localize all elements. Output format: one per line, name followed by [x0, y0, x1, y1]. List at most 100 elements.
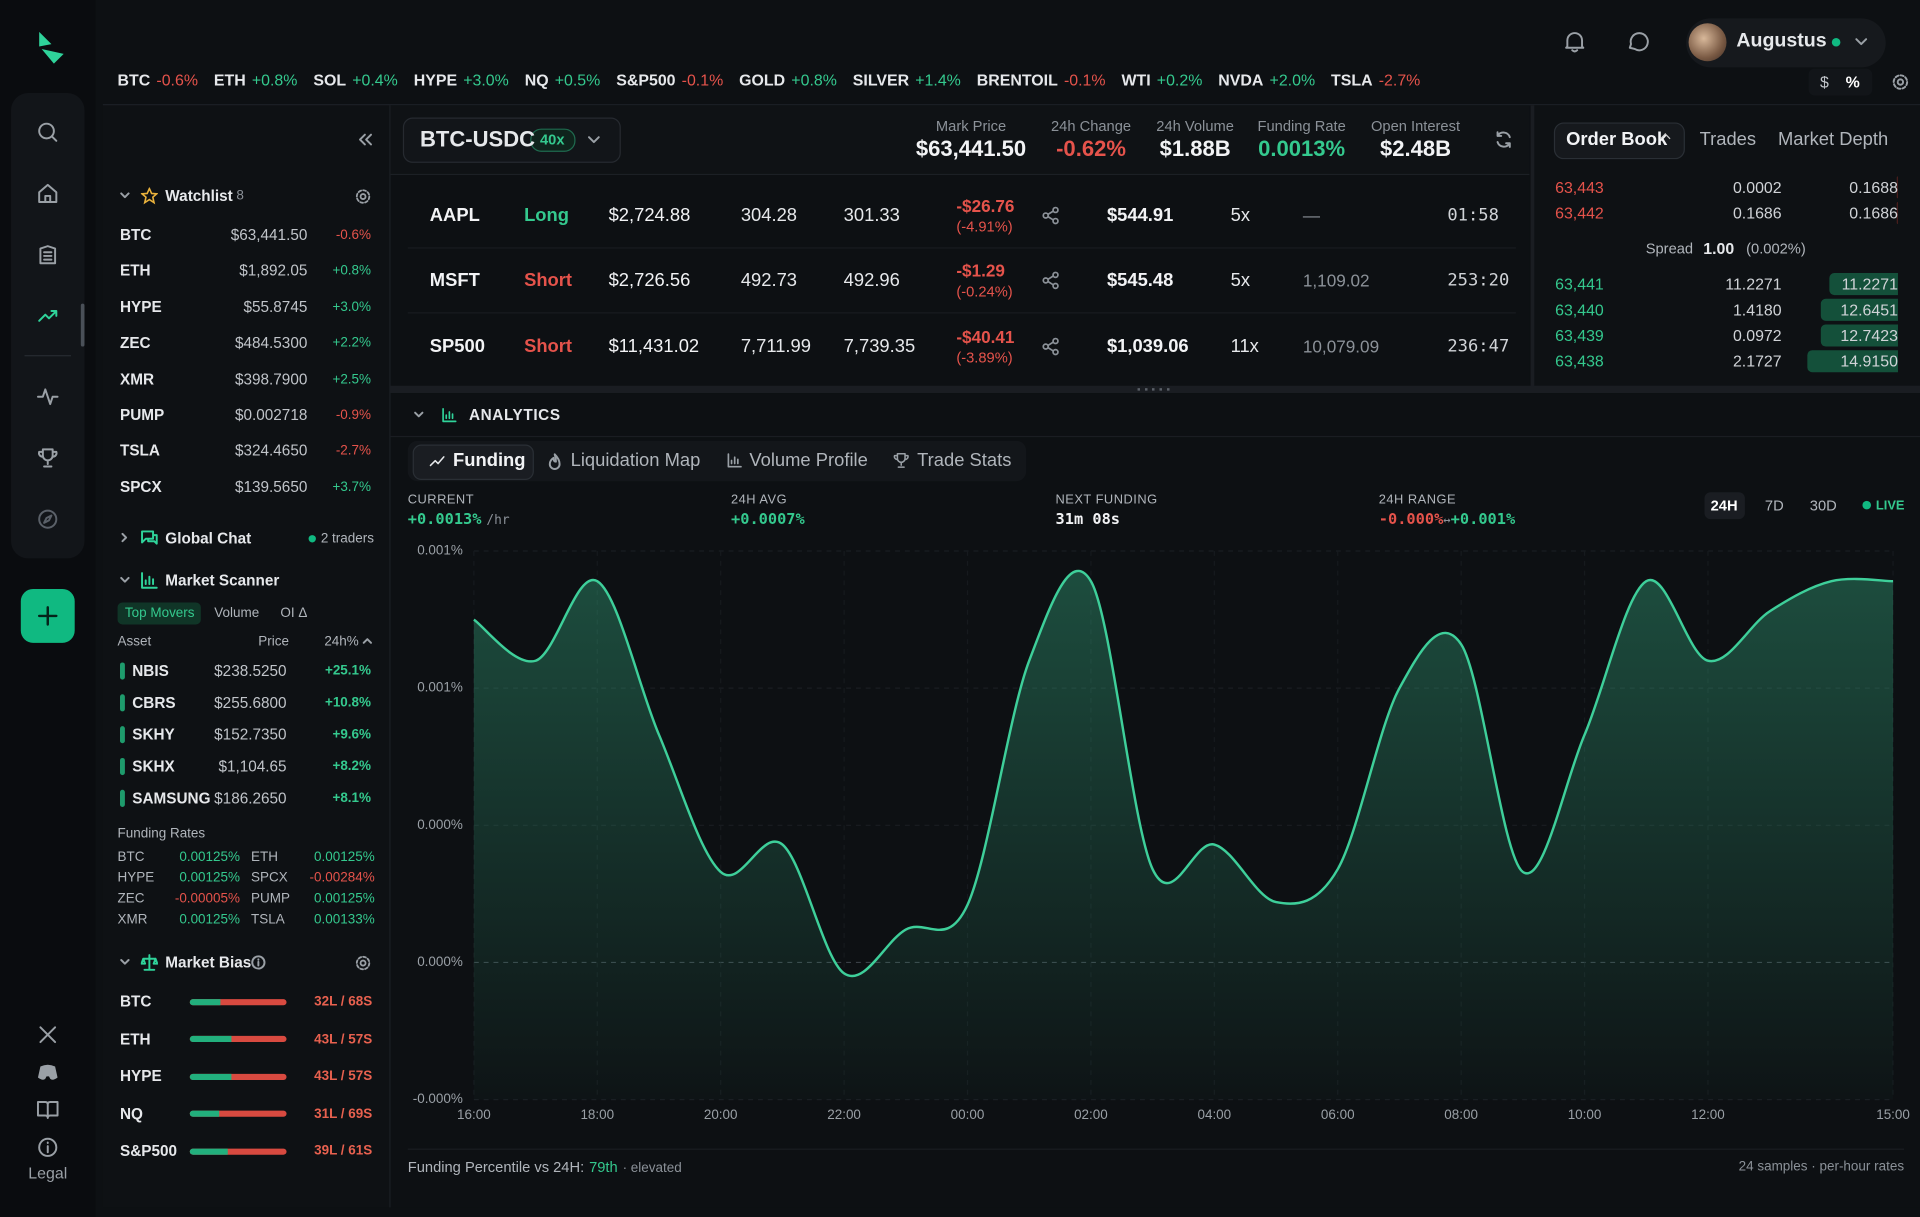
watch-symbol[interactable]: XMR: [120, 370, 155, 388]
icon-part: [588, 136, 600, 144]
watchlist-settings[interactable]: [355, 189, 371, 205]
orderbook-tab-active[interactable]: [1553, 122, 1685, 160]
watchlist-chevron[interactable]: [119, 190, 131, 202]
watch-symbol[interactable]: SPCX: [120, 478, 162, 496]
share-button[interactable]: [1041, 336, 1061, 356]
legal-link[interactable]: Legal: [28, 1163, 68, 1183]
rate-value: -0.00284%: [309, 870, 375, 886]
analytics-tab[interactable]: Funding: [453, 450, 526, 471]
ticker[interactable]: SILVER +1.4%: [853, 71, 961, 89]
icon-part: [36, 1101, 59, 1119]
chat-title[interactable]: Global Chat: [165, 530, 252, 548]
ticker[interactable]: TSLA -2.7%: [1331, 71, 1420, 89]
analytics-tab[interactable]: Volume Profile: [749, 450, 868, 471]
rate-value: -0.00005%: [174, 891, 241, 907]
scanner-symbol[interactable]: SKHX: [132, 757, 175, 776]
scanner-chevron[interactable]: [119, 574, 131, 586]
settings-icon[interactable]: [1892, 73, 1909, 90]
range-button[interactable]: 7D: [1764, 497, 1784, 515]
position-lev: 11x: [1230, 335, 1259, 357]
leverage-badge[interactable]: [530, 128, 576, 152]
x-icon[interactable]: [38, 1025, 58, 1045]
orderbook-tab[interactable]: Trades: [1699, 129, 1757, 151]
compass-icon[interactable]: [37, 508, 59, 530]
scanner-tab-active[interactable]: [117, 602, 201, 625]
ticker-change: -2.7%: [1378, 71, 1421, 90]
rate-asset: PUMP: [251, 891, 290, 907]
analytics-stat-label: 24H RANGE: [1378, 492, 1457, 507]
bias-settings[interactable]: [355, 955, 371, 971]
watch-symbol[interactable]: PUMP: [120, 406, 165, 424]
orderbook-tab[interactable]: Market Depth: [1777, 129, 1889, 151]
ticker[interactable]: HYPE +3.0%: [414, 71, 509, 89]
building-icon[interactable]: [37, 244, 59, 266]
share-button[interactable]: [1041, 206, 1061, 226]
analytics-header-line: [390, 435, 1920, 438]
watch-symbol[interactable]: HYPE: [120, 298, 162, 316]
funding-tab-active[interactable]: [412, 444, 534, 481]
pair-selector[interactable]: [402, 117, 621, 163]
watch-symbol[interactable]: TSLA: [120, 442, 160, 460]
pair[interactable]: BTC-USDC: [420, 126, 536, 152]
analytics-tab[interactable]: Liquidation Map: [570, 450, 701, 471]
chat-chevron[interactable]: [119, 531, 131, 543]
watch-symbol[interactable]: ZEC: [120, 334, 151, 352]
info-icon[interactable]: [37, 1136, 59, 1158]
range-button[interactable]: 30D: [1809, 497, 1837, 515]
bias-long: [189, 1147, 228, 1155]
watch-symbol[interactable]: ETH: [120, 262, 151, 280]
bias-asset: NQ: [120, 1105, 143, 1123]
active-indicator: [80, 303, 85, 347]
scanner-symbol[interactable]: NBIS: [132, 662, 169, 680]
search-icon[interactable]: [37, 121, 59, 143]
ticker[interactable]: WTI +0.2%: [1121, 71, 1202, 89]
scanner-tab[interactable]: OI Δ: [280, 606, 308, 621]
docs-icon[interactable]: [36, 1100, 59, 1120]
analytics-tab[interactable]: Trade Stats: [917, 450, 1012, 471]
unit-toggle[interactable]: $: [1820, 72, 1829, 92]
position-size: $2,726.56: [608, 270, 691, 292]
scanner-tab[interactable]: Top Movers: [124, 606, 195, 621]
ticker-change: -0.6%: [156, 71, 198, 90]
funding-percentile: Funding Percentile vs 24H: 79th · elevated: [408, 1158, 682, 1175]
collapse-icon[interactable]: [356, 132, 373, 147]
bias-chevron[interactable]: [119, 956, 131, 968]
ticker[interactable]: NVDA +2.0%: [1218, 71, 1315, 89]
unit-toggle[interactable]: %: [1845, 72, 1860, 92]
ticker[interactable]: SOL +0.4%: [313, 71, 397, 89]
ticker[interactable]: GOLD +0.8%: [739, 71, 837, 89]
range-tab-active[interactable]: [1704, 492, 1745, 520]
watch-symbol[interactable]: BTC: [120, 226, 152, 244]
star-icon: [140, 187, 158, 205]
ticker[interactable]: ETH +0.8%: [214, 71, 298, 89]
share-button[interactable]: [1041, 271, 1061, 291]
ticker[interactable]: BTC -0.6%: [118, 71, 198, 89]
trophy-icon[interactable]: [37, 447, 59, 469]
icon-part: [1042, 342, 1050, 350]
messages-icon[interactable]: [1626, 29, 1650, 53]
bias-info-icon[interactable]: [251, 955, 266, 970]
discord-icon[interactable]: [37, 1063, 59, 1083]
home-icon[interactable]: [37, 182, 59, 204]
scanner-tab[interactable]: Volume: [214, 606, 260, 621]
orderbook-tab[interactable]: Order Book: [1566, 129, 1668, 151]
scanner-symbol[interactable]: SKHY: [132, 726, 175, 744]
watch-change: +3.7%: [332, 479, 372, 495]
bias-long: [189, 998, 221, 1005]
y-tick-label: -0.000%: [413, 1091, 463, 1106]
ticker[interactable]: S&P500 -0.1%: [616, 71, 723, 89]
bell-icon[interactable]: [1562, 29, 1586, 53]
trending-icon[interactable]: [37, 305, 59, 327]
ticker[interactable]: BRENTOIL -0.1%: [977, 71, 1106, 89]
icon-part: [1496, 131, 1511, 148]
bias-asset: ETH: [120, 1030, 151, 1048]
scanner-symbol[interactable]: SAMSUNG: [132, 789, 211, 807]
position-side: Long: [524, 205, 569, 226]
analytics-chevron[interactable]: [413, 409, 425, 421]
range-button[interactable]: 24H: [1710, 497, 1738, 515]
scanner-symbol[interactable]: CBRS: [132, 694, 176, 712]
icon-part: [1047, 275, 1054, 286]
refresh-icon[interactable]: [1494, 130, 1514, 150]
pulse-icon[interactable]: [36, 386, 59, 408]
ticker[interactable]: NQ +0.5%: [525, 71, 601, 89]
